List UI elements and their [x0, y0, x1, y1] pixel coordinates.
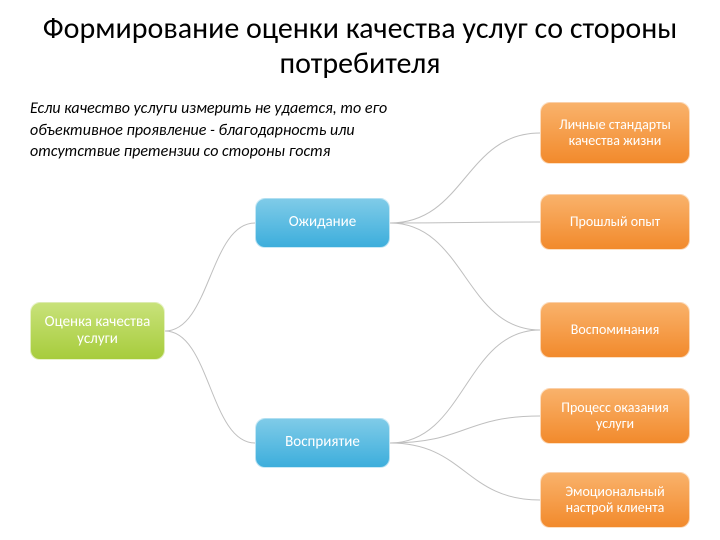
edge-perception-memories: [390, 330, 540, 443]
node-emotional: Эмоциональный настрой клиента: [540, 472, 690, 528]
slide: Формирование оценки качества услуг со ст…: [0, 0, 720, 540]
edge-expectation-memories: [390, 223, 540, 330]
edge-assessment-perception: [165, 331, 255, 443]
node-standards: Личные стандарты качества жизни: [540, 102, 690, 164]
edge-expectation-standards: [390, 133, 540, 223]
node-process: Процесс оказания услуги: [540, 388, 690, 444]
node-label: Эмоциональный настрой клиента: [547, 484, 683, 516]
node-past: Прошлый опыт: [540, 194, 690, 250]
node-perception: Восприятие: [255, 418, 390, 468]
node-label: Прошлый опыт: [570, 214, 660, 230]
node-label: Оценка качества услуги: [37, 314, 158, 349]
node-label: Ожидание: [289, 214, 357, 231]
node-memories: Воспоминания: [540, 302, 690, 358]
node-label: Восприятие: [285, 434, 360, 451]
edge-assessment-expectation: [165, 223, 255, 331]
node-label: Личные стандарты качества жизни: [547, 117, 683, 149]
node-expectation: Ожидание: [255, 198, 390, 248]
edge-expectation-past: [390, 222, 540, 223]
edge-perception-emotional: [390, 443, 540, 500]
node-assessment: Оценка качества услуги: [30, 302, 165, 360]
node-label: Воспоминания: [571, 322, 660, 338]
node-label: Процесс оказания услуги: [547, 400, 683, 432]
